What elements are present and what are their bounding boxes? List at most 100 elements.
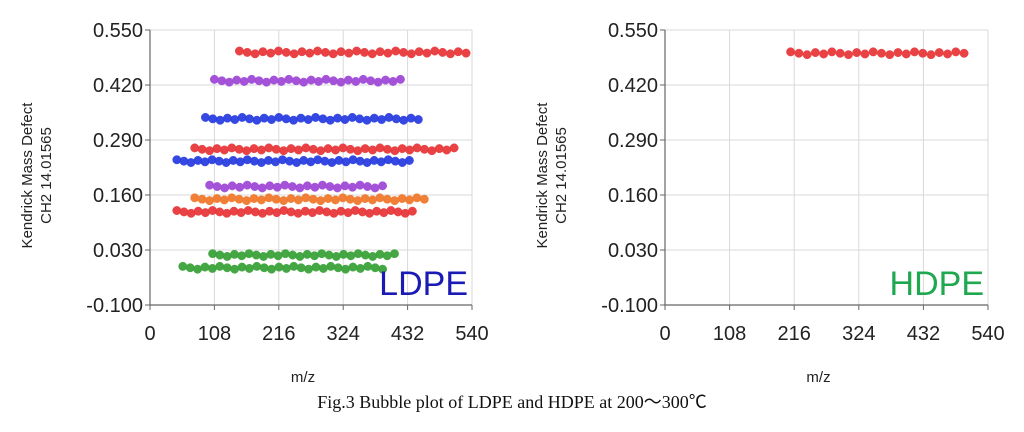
data-point <box>338 143 348 153</box>
data-point <box>232 75 242 85</box>
data-point <box>336 77 346 87</box>
data-point <box>250 182 260 191</box>
x-tick-label: 324 <box>842 323 875 345</box>
data-point <box>345 144 355 154</box>
data-point <box>293 195 303 205</box>
data-point <box>229 249 239 259</box>
data-point <box>317 249 327 259</box>
y-tick-label: 0.550 <box>608 20 658 42</box>
data-point <box>230 115 240 124</box>
data-point <box>321 74 331 84</box>
data-point <box>205 146 214 156</box>
data-point <box>860 49 870 59</box>
data-point <box>951 47 961 57</box>
x-tick-label: 108 <box>198 323 231 345</box>
data-point <box>810 48 820 58</box>
data-point <box>185 263 195 273</box>
data-point <box>197 144 207 154</box>
data-point <box>317 180 327 190</box>
data-point <box>384 112 394 122</box>
x-tick-label: 432 <box>391 323 424 345</box>
data-point <box>959 48 969 58</box>
data-point <box>201 112 210 122</box>
data-point <box>256 145 266 155</box>
data-point <box>281 47 291 57</box>
panel-label-ldpe: LDPE <box>379 265 468 303</box>
data-point <box>918 48 928 58</box>
data-point <box>256 195 266 205</box>
data-point <box>314 77 324 86</box>
data-point <box>843 50 853 60</box>
data-point <box>378 181 388 191</box>
data-point <box>331 145 340 155</box>
data-point <box>360 144 370 154</box>
data-point <box>383 48 393 58</box>
data-point <box>296 113 306 123</box>
data-point <box>227 193 237 203</box>
y-axis-title-line1: Kendrick Mass Defect <box>534 102 551 249</box>
data-point <box>390 249 399 259</box>
data-point <box>344 48 354 58</box>
data-point <box>926 50 936 60</box>
data-point <box>274 46 283 56</box>
data-point <box>326 261 336 271</box>
data-point <box>786 47 796 57</box>
data-point <box>395 74 405 84</box>
y-tick-label: 0.160 <box>93 185 143 207</box>
data-point <box>438 47 448 57</box>
data-point <box>318 114 328 124</box>
data-point <box>242 146 252 156</box>
x-tick-label: 108 <box>713 323 746 345</box>
data-point <box>245 114 254 124</box>
data-point <box>310 182 320 192</box>
data-point <box>355 180 365 190</box>
data-point <box>368 195 377 205</box>
data-point <box>220 183 230 193</box>
data-point <box>397 194 407 203</box>
data-point <box>239 77 249 86</box>
data-point <box>362 115 372 125</box>
x-axis-title: m/z <box>291 369 315 386</box>
data-point <box>405 145 415 155</box>
data-point <box>352 46 362 56</box>
data-point <box>422 48 432 58</box>
data-point <box>306 75 316 85</box>
data-point <box>250 49 260 59</box>
data-point <box>294 145 303 155</box>
data-point <box>205 196 214 206</box>
data-point <box>208 114 218 124</box>
data-point <box>299 77 309 87</box>
y-tick-label: 0.030 <box>608 240 658 262</box>
data-point <box>262 77 271 87</box>
data-point <box>302 249 312 259</box>
data-point <box>318 264 328 273</box>
data-point <box>267 264 277 274</box>
data-point <box>286 144 296 154</box>
data-point <box>340 115 350 124</box>
data-point <box>311 262 321 272</box>
data-point <box>339 249 349 259</box>
data-point <box>316 196 326 206</box>
data-point <box>453 47 463 57</box>
data-point <box>332 183 342 193</box>
data-point <box>430 46 440 56</box>
data-point <box>360 194 370 203</box>
data-point <box>370 263 380 273</box>
data-point <box>295 183 305 193</box>
data-point <box>222 263 232 273</box>
x-axis-title: m/z <box>806 369 830 386</box>
data-point <box>251 250 261 260</box>
figure-caption: Fig.3 Bubble plot of LDPE and HDPE at 20… <box>317 392 707 412</box>
data-point <box>412 193 422 203</box>
data-point <box>367 49 377 59</box>
data-point <box>215 261 225 271</box>
data-point <box>252 115 262 125</box>
data-point <box>353 146 363 156</box>
data-point <box>237 262 247 272</box>
data-point <box>323 194 333 203</box>
data-point <box>351 77 361 86</box>
data-point <box>207 264 217 273</box>
data-point <box>281 264 291 273</box>
data-point <box>827 47 837 57</box>
data-point <box>235 182 245 192</box>
